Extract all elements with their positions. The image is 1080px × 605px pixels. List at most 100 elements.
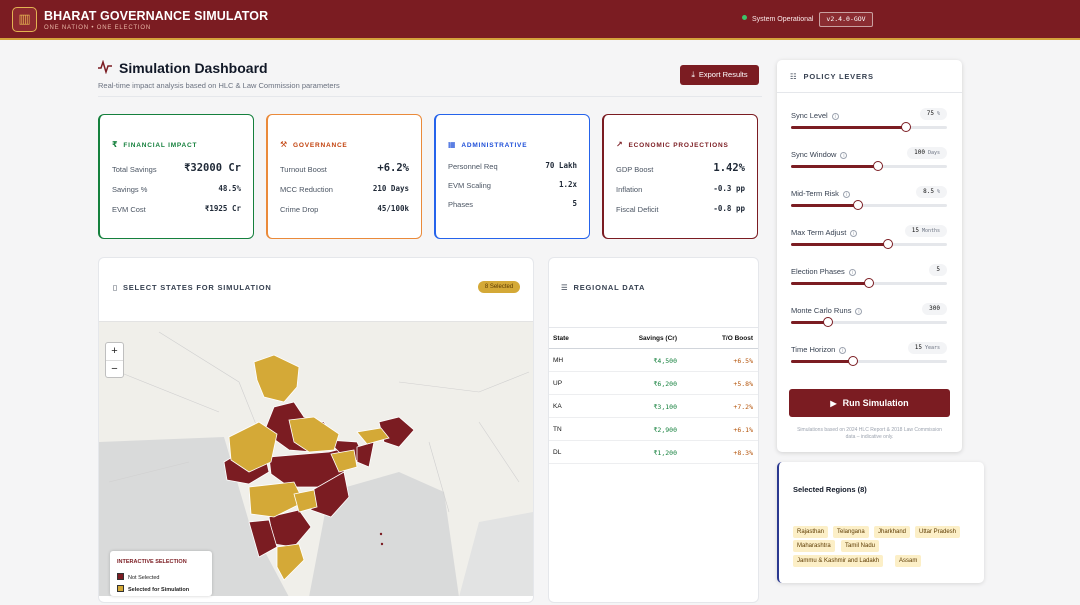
map-canvas[interactable] <box>99 322 533 596</box>
regional-data-panel <box>548 257 759 603</box>
slider-thumb[interactable] <box>823 317 834 327</box>
info-icon[interactable]: i <box>848 269 856 276</box>
card-title: ↗ ECONOMIC PROJECTIONS <box>616 140 729 149</box>
lever-value: 300 <box>922 303 947 315</box>
system-status: System Operational <box>742 15 813 23</box>
legend-title: INTERACTIVE SELECTION <box>117 559 187 565</box>
app-subtitle: ONE NATION • ONE ELECTION <box>44 25 151 31</box>
lever-label: Sync Window i <box>791 150 848 159</box>
region-chip[interactable]: Telangana <box>833 526 869 538</box>
slider-thumb[interactable] <box>853 200 864 210</box>
table-row: UP ₹6,200 +5.8% <box>549 372 758 395</box>
download-icon: ⤓ <box>691 70 695 79</box>
governance-card: ⚒ GOVERNANCE Turnout Boost +6.2% MCC Reduc… <box>266 114 422 239</box>
metric-value: +6.2% <box>377 162 409 174</box>
info-icon[interactable]: i <box>850 230 858 237</box>
page-subtitle: Real-time impact analysis based on HLC &… <box>98 81 340 90</box>
slider-fill <box>791 282 869 285</box>
slider-track[interactable] <box>791 200 947 210</box>
state-assam[interactable] <box>356 427 390 445</box>
slider-thumb[interactable] <box>901 122 912 132</box>
region-chip[interactable]: Jharkhand <box>874 526 911 538</box>
region-chip[interactable]: Maharashtra <box>793 540 835 552</box>
island-marker <box>379 532 383 536</box>
region-chip[interactable]: Assam <box>895 555 922 567</box>
info-icon[interactable]: i <box>842 191 850 198</box>
info-icon[interactable]: i <box>840 152 848 159</box>
slider-track[interactable] <box>791 239 947 249</box>
region-chip[interactable]: Rajasthan <box>793 526 829 538</box>
zoom-out-button[interactable]: − <box>111 363 118 375</box>
metric-label: Crime Drop <box>280 205 319 214</box>
zoom-in-button[interactable]: + <box>111 345 118 357</box>
lever-time-horizon: Time Horizon i 15 Years <box>791 342 947 374</box>
status-dot-icon <box>742 15 747 20</box>
state-rajasthan[interactable] <box>228 421 278 473</box>
export-results-button[interactable]: ⤓ Export Results <box>680 65 759 85</box>
financial-impact-card: ₹ FINANCIAL IMPACT Total Savings ₹32000 Cr… <box>98 114 254 239</box>
slider-track[interactable] <box>791 278 947 288</box>
table-row: DL ₹1,200 +8.3% <box>549 441 758 464</box>
metric-label: Phases <box>448 200 474 209</box>
neighbour-borders <box>108 331 530 513</box>
slider-thumb[interactable] <box>882 239 893 249</box>
slider-thumb[interactable] <box>873 161 884 171</box>
slider-thumb[interactable] <box>864 278 874 288</box>
lever-value: 100 Days <box>907 147 947 159</box>
lever-value: 8.5% <box>916 186 947 198</box>
lever-label: Monte Carlo Runs i <box>791 306 863 315</box>
metric-label: EVM Cost <box>112 205 146 214</box>
state-tamil-nadu[interactable] <box>276 543 305 581</box>
metric-value: -0.8 pp <box>713 204 745 213</box>
divider <box>106 360 123 361</box>
info-icon[interactable]: i <box>831 113 839 120</box>
slider-track[interactable] <box>791 122 947 132</box>
states-layer[interactable] <box>223 354 415 581</box>
slider-thumb[interactable] <box>848 356 859 366</box>
list-icon: ☰ <box>561 283 569 292</box>
swatch-selected <box>117 585 124 592</box>
state-uttar-pradesh[interactable] <box>288 416 340 453</box>
lever-value: 5 <box>929 264 947 276</box>
region-chip[interactable]: Jammu & Kashmir and Ladakh <box>793 555 884 567</box>
metric-value: ₹1925 Cr <box>204 204 241 213</box>
metric-value: 48.5% <box>218 184 241 193</box>
state-jammu-kashmir-ladakh[interactable] <box>253 354 300 403</box>
app-header: ▥ BHARAT GOVERNANCE SIMULATOR ONE NATION… <box>0 0 1080 40</box>
building-icon: ▦ <box>448 140 457 149</box>
metric-label: Turnout Boost <box>280 165 327 174</box>
table-row: KA ₹3,100 +7.2% <box>549 395 758 418</box>
info-icon[interactable]: i <box>855 308 863 315</box>
slider-fill <box>791 243 888 246</box>
lever-mid-term-risk: Mid-Term Risk i 8.5% <box>791 186 947 218</box>
region-chip[interactable]: Tamil Nadu <box>841 540 880 552</box>
lever-sync-level: Sync Level i 75% <box>791 108 947 140</box>
info-icon[interactable]: i <box>839 347 847 354</box>
state-telangana[interactable] <box>293 489 318 513</box>
metric-label: Fiscal Deficit <box>616 205 659 214</box>
state-maharashtra[interactable] <box>248 481 305 518</box>
slider-fill <box>791 360 854 363</box>
simulation-note: Simulations based on 2024 HLC Report & 2… <box>797 427 942 440</box>
state-jharkhand[interactable] <box>330 449 358 473</box>
administrative-card: ▦ ADMINISTRATIVE Personnel Req 70 Lakh EVM… <box>434 114 590 239</box>
metric-value: -0.3 pp <box>713 184 745 193</box>
slider-track[interactable] <box>791 356 947 366</box>
regional-data-title: ☰ REGIONAL DATA <box>561 283 646 292</box>
selected-count-badge: 8 Selected <box>478 281 520 293</box>
slider-track[interactable] <box>791 161 947 171</box>
trending-up-icon: ↗ <box>616 140 624 149</box>
metric-label: Total Savings <box>112 165 157 174</box>
run-simulation-button[interactable]: ▶ Run Simulation <box>789 389 950 417</box>
lever-label: Mid-Term Risk i <box>791 189 850 198</box>
column-header: State <box>553 335 569 342</box>
legend-item-selected: Selected for Simulation <box>117 585 189 593</box>
india-map[interactable] <box>99 321 533 596</box>
map-legend: INTERACTIVE SELECTION Not Selected Selec… <box>110 551 212 596</box>
lever-label: Sync Level i <box>791 111 839 120</box>
region-chip[interactable]: Uttar Pradesh <box>915 526 961 538</box>
card-title: ▦ ADMINISTRATIVE <box>448 140 528 149</box>
map-icon: ▯ <box>113 283 118 292</box>
slider-track[interactable] <box>791 317 947 327</box>
metric-label: GDP Boost <box>616 165 654 174</box>
